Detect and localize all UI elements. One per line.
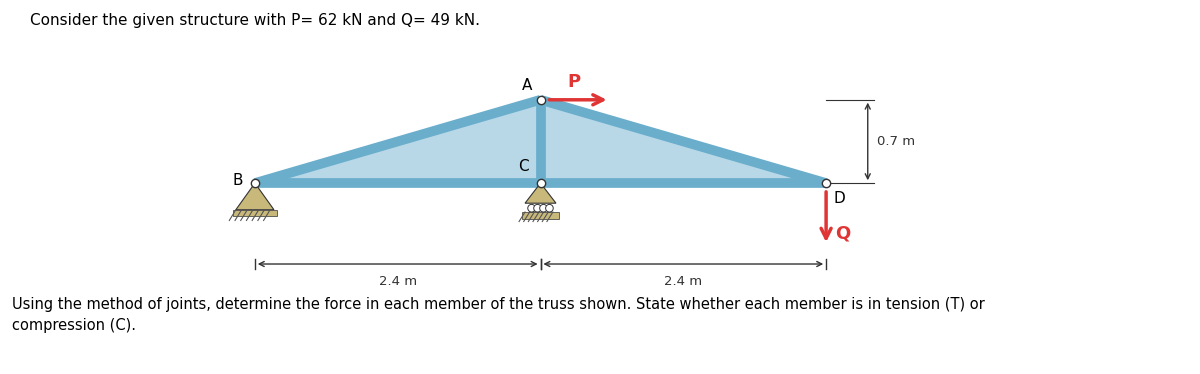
Text: A: A <box>522 78 532 93</box>
Text: C: C <box>518 159 529 174</box>
Polygon shape <box>540 100 826 183</box>
Circle shape <box>546 205 553 212</box>
Polygon shape <box>236 183 274 210</box>
Bar <box>522 212 559 218</box>
Text: Consider the given structure with P= 62 kN and Q= 49 kN.: Consider the given structure with P= 62 … <box>30 13 480 28</box>
Text: P: P <box>568 73 581 92</box>
Bar <box>233 210 277 216</box>
Text: Using the method of joints, determine the force in each member of the truss show: Using the method of joints, determine th… <box>12 297 985 332</box>
Text: D: D <box>833 191 845 206</box>
Text: 2.4 m: 2.4 m <box>379 275 416 288</box>
Circle shape <box>528 205 535 212</box>
Text: B: B <box>233 173 244 188</box>
Circle shape <box>534 205 541 212</box>
Polygon shape <box>526 183 556 203</box>
Text: 2.4 m: 2.4 m <box>665 275 702 288</box>
Circle shape <box>540 205 547 212</box>
Polygon shape <box>254 100 540 183</box>
Text: Q: Q <box>835 224 851 242</box>
Text: 0.7 m: 0.7 m <box>877 135 916 148</box>
